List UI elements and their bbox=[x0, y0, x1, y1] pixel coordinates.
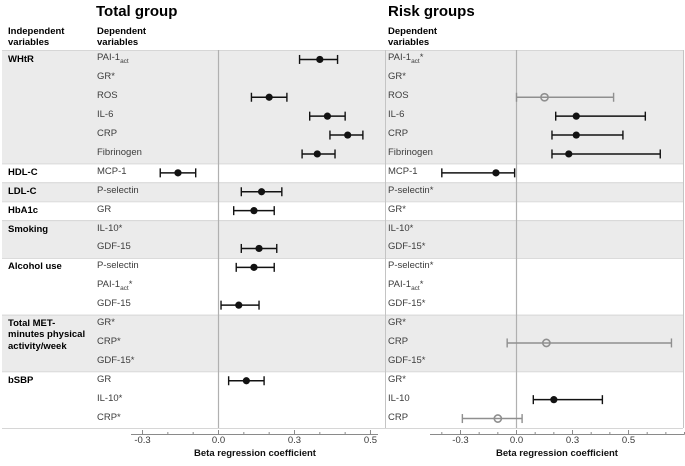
dependent-variable-label: PAI-1act* bbox=[97, 279, 133, 293]
dependent-variable-label: ROS bbox=[97, 90, 118, 102]
independent-variable-label: bSBP bbox=[8, 374, 34, 386]
label-subscript: act bbox=[411, 285, 420, 293]
dependent-variable-label: CRP bbox=[388, 411, 409, 423]
dependent-variable-label: IL-6 bbox=[97, 109, 114, 121]
axis-tick-label: 0.0 bbox=[211, 435, 226, 446]
independent-variable-label: HDL-C bbox=[8, 166, 38, 178]
dependent-variable-label: P-selectin bbox=[97, 260, 139, 272]
dependent-variable-label: MCP-1 bbox=[388, 165, 418, 177]
point-estimate-marker bbox=[313, 150, 321, 158]
axis-tick-label: 0.3 bbox=[287, 435, 302, 446]
dependent-variable-label: GR* bbox=[388, 373, 406, 385]
label-subscript: act bbox=[120, 285, 129, 293]
point-estimate-marker bbox=[257, 188, 266, 196]
dependent-variable-label: GDF-15* bbox=[388, 241, 426, 253]
axis-tick-label: 0.3 bbox=[565, 435, 580, 446]
dependent-variable-label: MCP-1 bbox=[97, 165, 127, 177]
dependent-variable-label: PAI-1act bbox=[97, 52, 129, 66]
independent-variable-label: HbA1c bbox=[8, 204, 39, 216]
point-estimate-marker bbox=[235, 301, 243, 309]
point-estimate-marker bbox=[572, 131, 580, 139]
point-estimate-marker bbox=[242, 377, 250, 385]
dependent-variable-label: PAI-1act* bbox=[388, 279, 424, 293]
independent-variable-label: WHtR bbox=[8, 53, 34, 65]
column-header-dependent-variables-left: Dependent variables bbox=[97, 26, 147, 49]
dependent-variable-label: P-selectin* bbox=[388, 260, 434, 272]
point-estimate-marker bbox=[572, 112, 580, 120]
dependent-variable-label: GR bbox=[97, 203, 112, 215]
point-estimate-marker bbox=[540, 92, 549, 102]
point-estimate-marker bbox=[250, 207, 258, 215]
label-subscript: act bbox=[411, 58, 420, 66]
point-estimate-marker bbox=[492, 169, 500, 177]
dependent-variable-label: CRP bbox=[97, 128, 118, 140]
dependent-variable-label: GR bbox=[97, 373, 112, 385]
panel-title-total-group: Total group bbox=[96, 3, 178, 20]
point-estimate-marker bbox=[265, 93, 273, 101]
dependent-variable-label: GDF-15* bbox=[97, 354, 135, 366]
dependent-variable-label: Fibrinogen bbox=[97, 146, 142, 158]
point-estimate-marker bbox=[550, 396, 558, 404]
axis-tick-label: 0.5 bbox=[363, 435, 378, 446]
point-estimate-marker bbox=[541, 338, 551, 348]
point-estimate-marker bbox=[174, 169, 182, 177]
dependent-variable-label: GR* bbox=[388, 317, 406, 329]
dependent-variable-label: CRP* bbox=[97, 411, 121, 423]
dependent-variable-label: GDF-15* bbox=[388, 354, 426, 366]
axis-tick-label: 0.0 bbox=[509, 435, 524, 446]
dependent-variable-label: GDF-15* bbox=[388, 298, 426, 310]
dependent-variable-label: IL-10 bbox=[388, 392, 410, 404]
dependent-variable-label: GDF-15 bbox=[97, 298, 131, 310]
independent-variable-label: Total MET-minutes physical activity/week bbox=[8, 318, 86, 352]
axis-tick-label: 0.5 bbox=[621, 435, 636, 446]
column-header-independent-variables: Independent variables bbox=[8, 26, 65, 49]
dependent-variable-label: IL-6 bbox=[388, 109, 405, 121]
dependent-variable-label: GDF-15 bbox=[97, 241, 131, 253]
point-estimate-marker bbox=[255, 244, 263, 253]
dependent-variable-label: PAI-1act* bbox=[388, 52, 424, 66]
panel-title-risk-groups: Risk groups bbox=[388, 3, 475, 20]
axis-tick-label: -0.3 bbox=[134, 435, 151, 446]
point-estimate-marker bbox=[250, 263, 258, 271]
point-estimate-marker bbox=[323, 112, 332, 120]
group-band bbox=[2, 163, 683, 183]
dependent-variable-label: CRP bbox=[388, 335, 409, 347]
group-band bbox=[2, 182, 683, 202]
point-estimate-marker bbox=[565, 150, 573, 158]
group-band bbox=[2, 50, 683, 164]
dependent-variable-label: IL-10* bbox=[97, 392, 123, 404]
dependent-variable-label: IL-10* bbox=[388, 222, 414, 234]
dependent-variable-label: GR* bbox=[97, 317, 115, 329]
point-estimate-marker bbox=[316, 55, 324, 64]
dependent-variable-label: CRP* bbox=[97, 335, 121, 347]
label-subscript: act bbox=[120, 58, 129, 66]
dependent-variable-label: IL-10* bbox=[97, 222, 123, 234]
dependent-variable-label: P-selectin bbox=[97, 184, 139, 196]
dependent-variable-label: ROS bbox=[388, 90, 409, 102]
dependent-variable-label: GR* bbox=[388, 203, 406, 215]
point-estimate-marker bbox=[344, 131, 352, 139]
x-axis-label-left: Beta regression coefficient bbox=[194, 448, 316, 459]
point-estimate-marker bbox=[493, 414, 503, 423]
dependent-variable-label: GR* bbox=[97, 71, 115, 83]
dependent-variable-label: CRP bbox=[388, 128, 409, 140]
column-header-dependent-variables-right: Dependent variables bbox=[388, 26, 438, 49]
independent-variable-label: Alcohol use bbox=[8, 261, 62, 273]
independent-variable-label: Smoking bbox=[8, 223, 49, 235]
x-axis-label-right: Beta regression coefficient bbox=[496, 448, 618, 459]
group-band bbox=[2, 257, 683, 315]
group-band bbox=[2, 201, 683, 221]
dependent-variable-label: Fibrinogen bbox=[388, 146, 433, 158]
independent-variable-label: LDL-C bbox=[8, 185, 37, 197]
dependent-variable-label: P-selectin* bbox=[388, 184, 434, 196]
dependent-variable-label: GR* bbox=[388, 71, 406, 83]
axis-tick-label: -0.3 bbox=[452, 435, 469, 446]
group-band bbox=[2, 220, 683, 258]
